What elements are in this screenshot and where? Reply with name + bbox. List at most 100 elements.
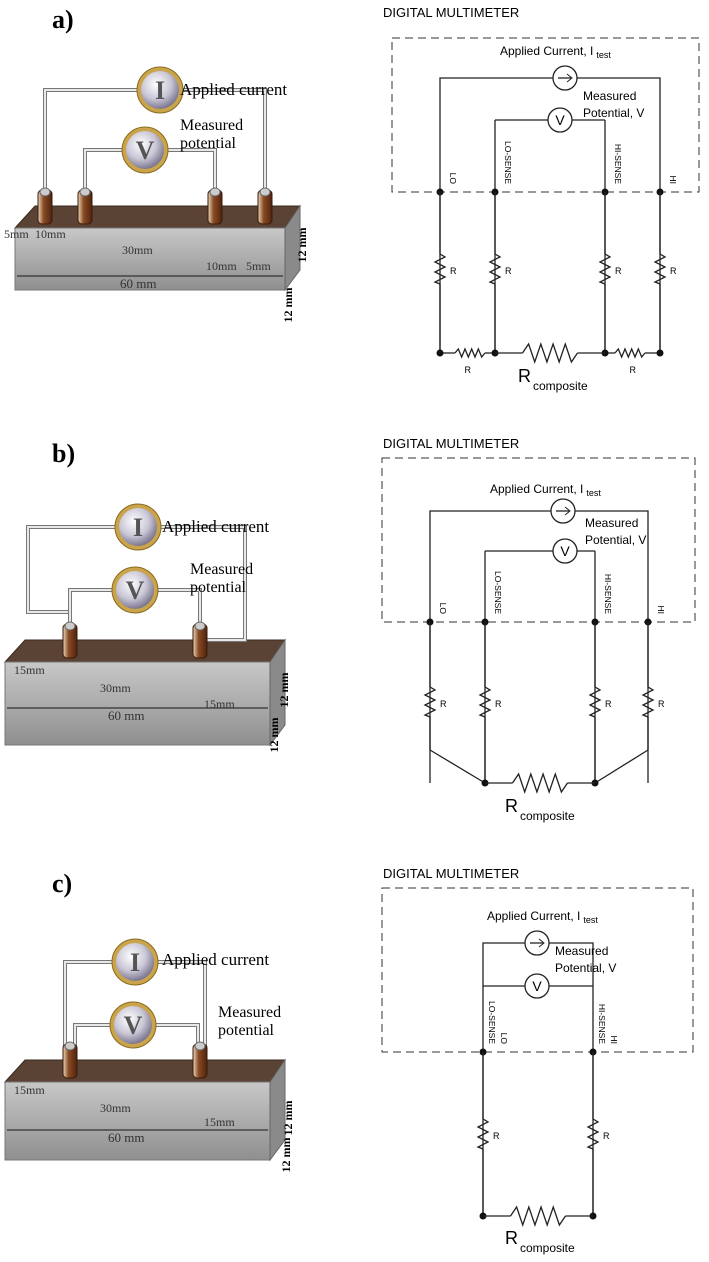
applied-current-subscript: test: [596, 50, 611, 60]
circuit-wire: [440, 78, 553, 353]
wire-shadow: [65, 962, 113, 1048]
measured-label: potential: [180, 135, 237, 152]
panel-label: a): [52, 5, 74, 34]
resistor-label: R: [615, 266, 622, 276]
dimension-label: 10mm: [35, 227, 66, 241]
measured-potential-label: Potential, V: [555, 961, 616, 975]
voltmeter-symbol: V: [555, 112, 565, 128]
dimension-label: 15mm: [204, 697, 235, 711]
height-label: 12 mm: [295, 228, 309, 263]
wire: [65, 962, 113, 1048]
circuit-title: DIGITAL MULTIMETER: [383, 866, 519, 881]
probe-cap: [40, 188, 50, 196]
length-label: 60 mm: [108, 708, 144, 723]
composite-label: R: [518, 366, 531, 386]
terminal-label: LO: [438, 603, 448, 615]
wire: [85, 150, 123, 195]
wire-shadow: [85, 150, 123, 195]
applied-label: Applied current: [162, 517, 269, 536]
resistor-label: R: [505, 266, 512, 276]
resistor: [615, 349, 645, 357]
multimeter-box: [392, 38, 699, 192]
terminal-label: HI: [668, 176, 678, 185]
dimension-label: 10mm: [206, 259, 237, 273]
resistor-label: R: [630, 365, 637, 375]
resistor-label: R: [603, 1131, 610, 1141]
meter-symbol: I: [130, 948, 140, 977]
composite-resistor: [523, 344, 578, 362]
probe-cap: [65, 1042, 75, 1050]
measured-potential-label: Potential, V: [585, 533, 646, 547]
probe-cap: [65, 622, 75, 630]
wire-shadow: [75, 1025, 111, 1048]
terminal-label: LO-SENSE: [503, 141, 513, 184]
panel-label: c): [52, 869, 72, 898]
wire: [70, 590, 113, 628]
height-label: 12 mm: [281, 1101, 295, 1136]
terminal-label: HI: [656, 606, 666, 615]
circuit-wire: [549, 943, 593, 1216]
composite-label: R: [505, 1228, 518, 1248]
meter-symbol: V: [124, 1011, 143, 1040]
wire: [75, 1025, 111, 1048]
node: [437, 350, 444, 357]
applied-label: Applied current: [180, 80, 287, 99]
depth-label: 12 mm: [281, 288, 295, 323]
probe-cap: [195, 1042, 205, 1050]
panel-label: b): [52, 439, 75, 468]
resistor: [455, 349, 485, 357]
measured-potential-label: Measured: [585, 516, 638, 530]
height-label: 12 mm: [277, 673, 291, 708]
dimension-label: 30mm: [100, 681, 131, 695]
wire: [155, 1025, 198, 1048]
applied-current-label: Applied Current, I: [487, 909, 580, 923]
meter-symbol: V: [126, 576, 145, 605]
circuit-wire: [595, 750, 648, 783]
wire-shadow: [167, 150, 215, 195]
applied-current-subscript: test: [586, 488, 601, 498]
composite-resistor: [513, 774, 568, 792]
terminal-label: HI-SENSE: [603, 574, 613, 614]
wire-shadow: [155, 1025, 198, 1048]
meter-symbol: I: [133, 513, 143, 542]
applied-current-subscript: test: [583, 915, 598, 925]
wire-shadow: [70, 590, 113, 628]
resistor-label: R: [450, 266, 457, 276]
applied-label: Applied current: [162, 950, 269, 969]
depth-label: 12 mm: [279, 1138, 293, 1173]
applied-current-label: Applied Current, I: [490, 482, 583, 496]
dimension-label: 15mm: [204, 1115, 235, 1129]
length-label: 60 mm: [120, 276, 156, 291]
dimension-label: 5mm: [4, 227, 29, 241]
composite-subscript: composite: [520, 1241, 575, 1255]
applied-current-label: Applied Current, I: [500, 44, 593, 58]
circuit-wire: [575, 511, 648, 783]
bar-top: [15, 206, 300, 228]
measured-label: Measured: [218, 1004, 281, 1021]
probe-cap: [260, 188, 270, 196]
probe-cap: [210, 188, 220, 196]
measured-potential-label: Measured: [583, 89, 636, 103]
dimension-label: 5mm: [246, 259, 271, 273]
composite-subscript: composite: [520, 809, 575, 823]
resistor-label: R: [440, 699, 447, 709]
resistor-label: R: [493, 1131, 500, 1141]
measured-label: potential: [218, 1022, 275, 1039]
bar-top: [5, 1060, 285, 1082]
dimension-label: 30mm: [122, 243, 153, 257]
resistor-label: R: [495, 699, 502, 709]
composite-subscript: composite: [533, 379, 588, 393]
depth-label: 12 mm: [267, 718, 281, 753]
circuit-wire: [483, 943, 525, 1216]
length-label: 60 mm: [108, 1130, 144, 1145]
resistor-label: R: [670, 266, 677, 276]
composite-resistor: [511, 1207, 566, 1225]
dimension-label: 30mm: [100, 1101, 131, 1115]
figure: a)IVApplied currentMeasuredpotential5mm1…: [0, 0, 709, 1262]
voltmeter-symbol: V: [532, 978, 542, 994]
resistor-label: R: [658, 699, 665, 709]
circuit-wire: [430, 750, 485, 783]
measured-label: Measured: [190, 561, 253, 578]
node: [657, 350, 664, 357]
terminal-label: LO: [499, 1033, 509, 1045]
